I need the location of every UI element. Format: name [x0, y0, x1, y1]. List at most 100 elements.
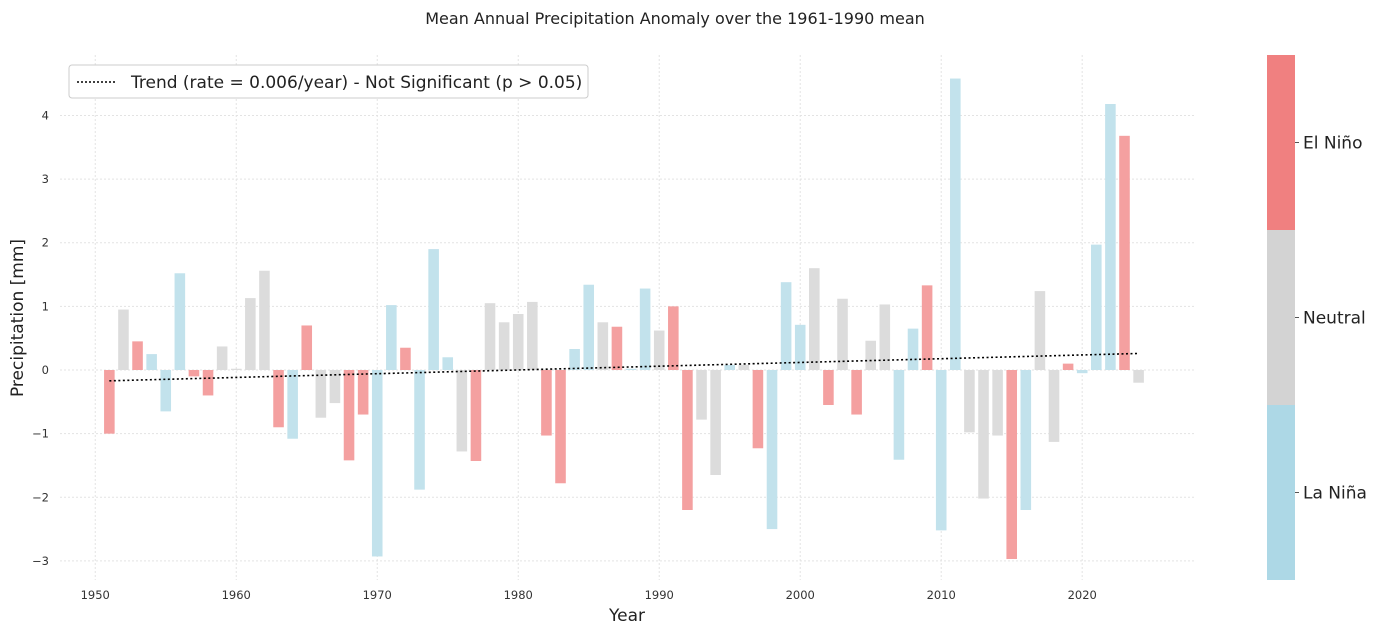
bar [780, 282, 792, 370]
legend-trend-label: Trend (rate = 0.006/year) - Not Signific… [130, 73, 582, 93]
y-tick-label: 3 [42, 172, 49, 186]
bar [1076, 370, 1088, 374]
bar [245, 298, 256, 370]
bar [541, 370, 552, 436]
bar [386, 305, 397, 370]
bar [964, 370, 975, 433]
bar [371, 370, 383, 557]
bar [400, 347, 411, 370]
bar [414, 370, 425, 490]
y-tick-label: 1 [42, 299, 49, 313]
bar [1006, 370, 1017, 559]
bar [329, 370, 341, 404]
colorbar-segment [1267, 405, 1295, 580]
bar [766, 370, 778, 530]
bar [527, 301, 538, 370]
bar [569, 349, 580, 370]
bar [1133, 370, 1144, 383]
bar [611, 326, 623, 370]
x-tick-label: 1990 [645, 588, 674, 602]
trend-line [109, 352, 1139, 382]
x-tick-label: 1980 [504, 588, 533, 602]
colorbar-label: El Niño [1303, 134, 1362, 154]
bar [992, 370, 1003, 436]
x-tick-label: 1970 [363, 588, 392, 602]
bar [498, 322, 510, 370]
bar [653, 330, 665, 370]
bar [752, 370, 764, 449]
bar [639, 288, 651, 370]
bar [456, 370, 468, 452]
bar [625, 368, 637, 370]
bar [978, 370, 989, 499]
y-tick-label: −1 [32, 427, 49, 441]
bar [823, 370, 834, 405]
enso-colorbar: El Niño Neutral La Niña [1267, 55, 1367, 580]
bar [230, 368, 242, 370]
colorbar-segment [1267, 55, 1295, 230]
bar [837, 298, 848, 370]
x-axis-label: Year [608, 606, 645, 626]
bar [724, 364, 736, 370]
bar [893, 370, 905, 460]
bar [738, 364, 750, 370]
bar [794, 324, 806, 370]
bar [357, 370, 369, 415]
bar [1105, 104, 1116, 370]
bar [1034, 291, 1046, 370]
bar [597, 322, 609, 370]
colorbar-label: Neutral [1303, 309, 1366, 329]
y-tick-label: −2 [32, 490, 49, 504]
bar [950, 78, 961, 370]
bar [1119, 135, 1130, 370]
bar [710, 370, 721, 475]
bar [682, 370, 693, 510]
bar [668, 306, 679, 370]
bar [428, 249, 439, 370]
ticks-layer: 1950 1960 1970 1980 1990 2000 2010 2020 −3 −2 −1 0 1… [32, 108, 1097, 602]
bar [583, 284, 595, 370]
bar [512, 314, 524, 370]
legend-box [68, 64, 589, 99]
bar [851, 370, 862, 415]
bar [935, 370, 947, 531]
bar [1020, 370, 1032, 510]
bar [696, 370, 707, 420]
bar [160, 370, 172, 412]
chart-title: Mean Annual Precipitation Anomaly over t… [425, 9, 925, 28]
x-tick-label: 2010 [927, 588, 956, 602]
bar [907, 328, 919, 370]
bars-layer [104, 78, 1144, 559]
bar [287, 370, 298, 439]
bar [879, 304, 891, 370]
bar [301, 325, 313, 370]
trend-layer [109, 352, 1139, 382]
bar [273, 370, 284, 428]
bar [442, 357, 454, 370]
colorbar-label: La Niña [1303, 484, 1367, 504]
bar [315, 370, 327, 418]
x-tick-label: 1960 [222, 588, 251, 602]
y-tick-label: −3 [32, 554, 49, 568]
bar [1062, 363, 1074, 370]
y-tick-label: 4 [42, 108, 49, 122]
bar [555, 370, 566, 484]
bar [174, 273, 186, 370]
bar [132, 341, 143, 370]
y-axis-label: Precipitation [mm] [8, 239, 28, 397]
bar [188, 370, 200, 377]
x-tick-label: 2020 [1068, 588, 1097, 602]
bar [865, 340, 877, 370]
bar [216, 346, 228, 370]
y-tick-label: 0 [42, 363, 49, 377]
x-tick-label: 1950 [81, 588, 110, 602]
bar [202, 370, 214, 396]
bar [470, 370, 482, 461]
bar [1048, 370, 1060, 442]
bar [484, 303, 496, 370]
bar [343, 370, 355, 461]
bar [1091, 244, 1102, 370]
legend: Trend (rate = 0.006/year) - Not Signific… [68, 64, 589, 99]
colorbar-segment [1267, 230, 1295, 405]
